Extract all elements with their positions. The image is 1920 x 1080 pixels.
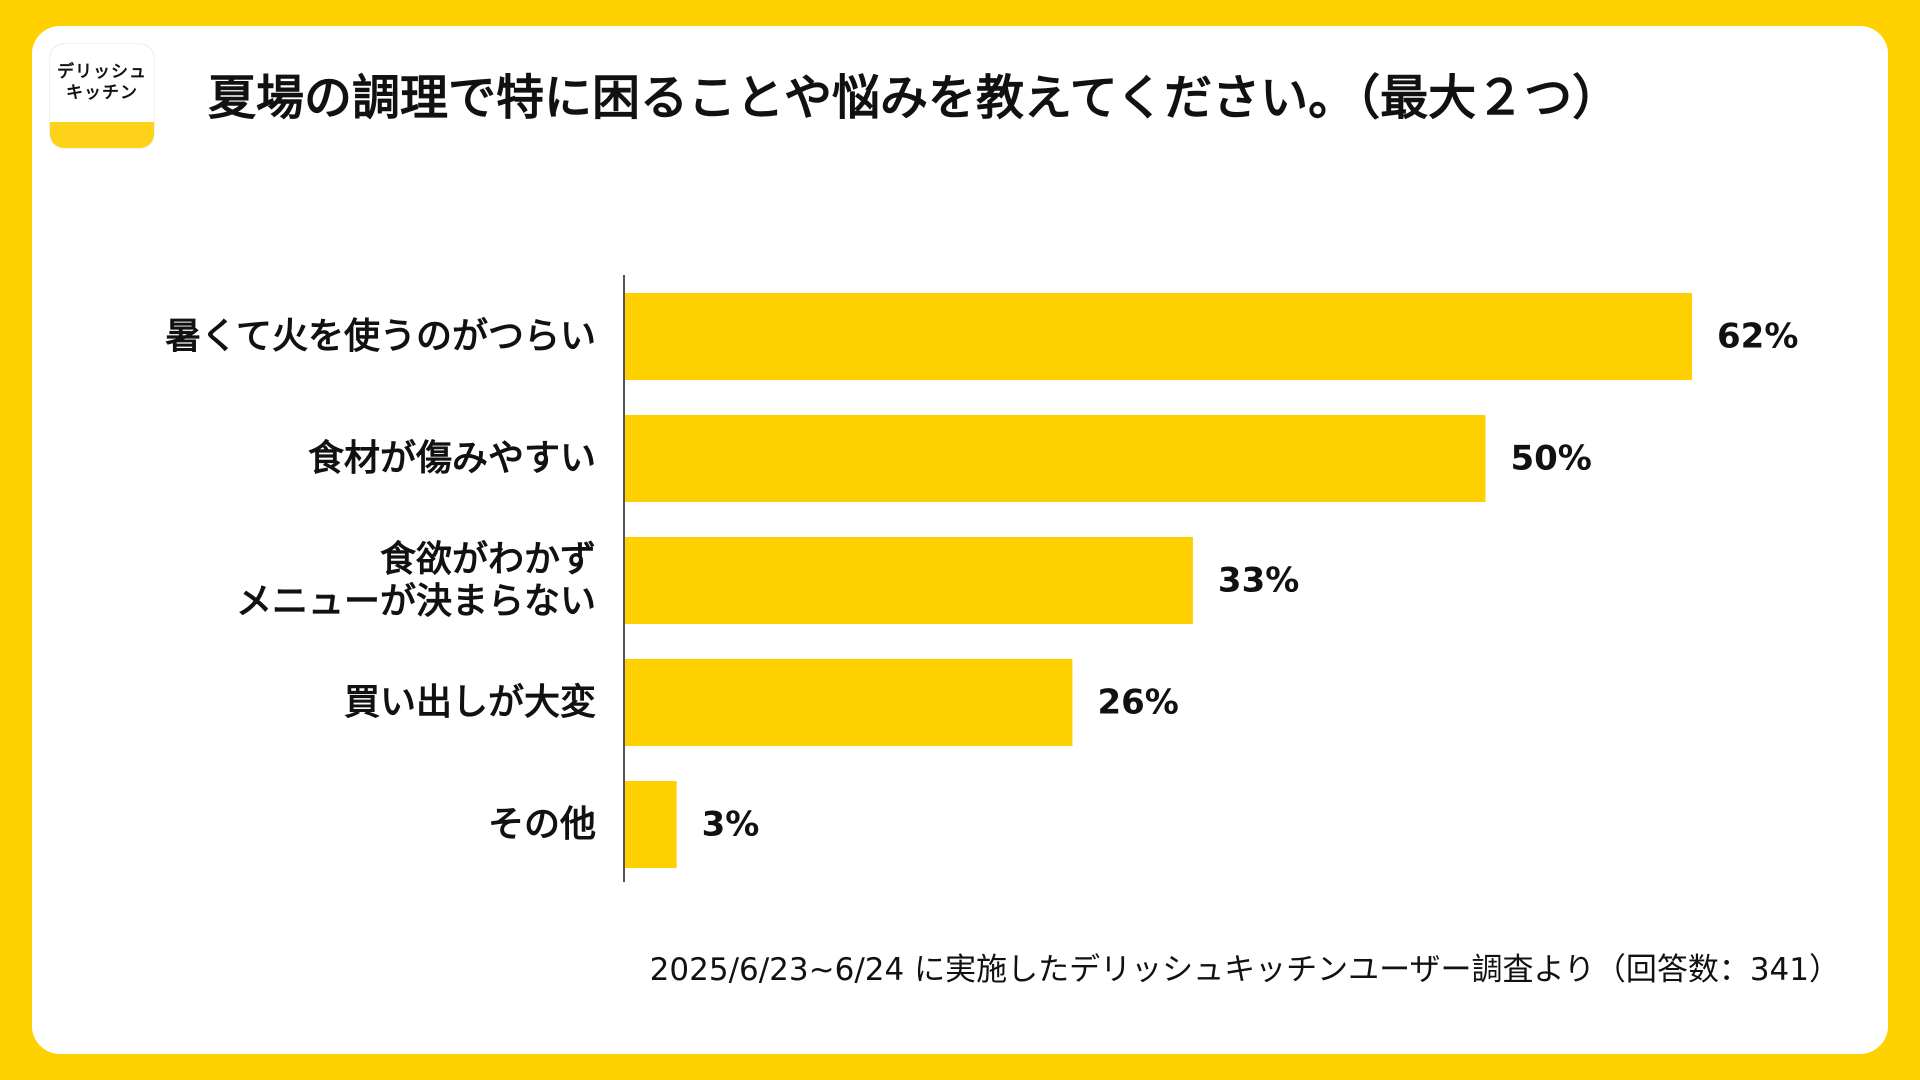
bar-value-label: 26% (1097, 683, 1178, 723)
bar (625, 659, 1073, 746)
category-label: メニューが決まらない (236, 581, 596, 622)
survey-footnote: 2025/6/23~6/24 に実施したデリッシュキッチンユーザー調査より（回答… (649, 952, 1840, 988)
category-label: その他 (488, 804, 596, 845)
delish-kitchen-logo: デリッシュ キッチン (50, 44, 154, 148)
bar-value-label: 33% (1218, 561, 1299, 601)
category-label: 暑くて火を使うのがつらい (165, 316, 596, 357)
logo-text-line2: キッチン (66, 83, 138, 103)
bar-value-label: 50% (1510, 439, 1591, 479)
logo-text-line1: デリッシュ (57, 62, 147, 82)
bar-value-label: 62% (1717, 317, 1798, 357)
bar-value-label: 3% (702, 805, 760, 845)
bar (625, 293, 1692, 380)
category-label: 食欲がわかず (380, 539, 596, 580)
bar (625, 781, 677, 868)
category-label: 買い出しが大変 (344, 681, 596, 723)
logo-face: デリッシュ キッチン (50, 44, 154, 122)
category-label: 食材が傷みやすい (308, 438, 596, 479)
bar (625, 537, 1193, 624)
chart-title: 夏場の調理で特に困ることや悩みを教えてください。（最大２つ） (208, 70, 1621, 126)
bar (625, 415, 1486, 502)
